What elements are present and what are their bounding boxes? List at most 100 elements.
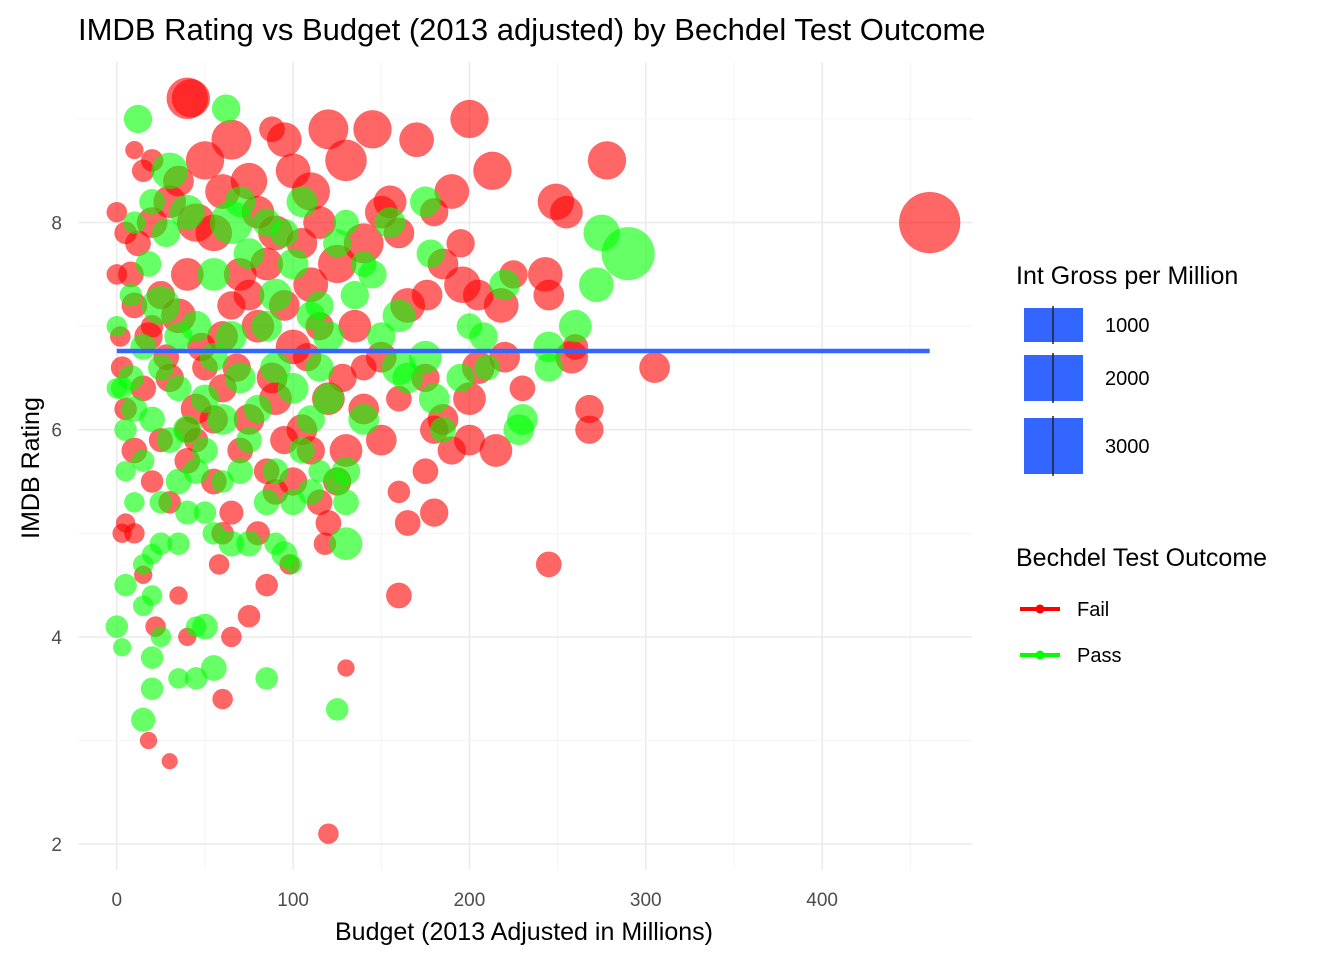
chart-title: IMDB Rating vs Budget (2013 adjusted) by… — [78, 12, 986, 47]
data-point-fail — [446, 229, 475, 258]
data-point-pass — [192, 437, 218, 464]
data-point-pass — [139, 188, 166, 215]
x-tick-label: 0 — [112, 890, 123, 911]
data-point-pass — [175, 500, 200, 525]
pass-points — [105, 94, 655, 732]
data-point-pass — [141, 286, 181, 325]
data-point-pass — [583, 214, 621, 252]
data-point-pass — [131, 449, 155, 473]
data-point-fail — [219, 500, 244, 525]
color-legend: Bechdel Test Outcome Fail Pass — [1016, 544, 1267, 667]
color-legend-title: Bechdel Test Outcome — [1016, 544, 1267, 572]
data-point-pass — [262, 458, 289, 485]
data-point-fail — [387, 480, 411, 504]
data-point-fail — [112, 523, 132, 544]
data-point-fail — [385, 582, 412, 609]
data-point-fail — [221, 626, 242, 648]
data-point-pass — [123, 211, 146, 234]
color-legend-label: Pass — [1077, 645, 1121, 667]
data-point-pass — [308, 459, 331, 483]
data-point-pass — [430, 416, 456, 443]
data-point-pass — [288, 437, 315, 464]
data-point-pass — [489, 269, 521, 301]
data-point-pass — [312, 321, 344, 352]
data-point-pass — [140, 677, 164, 701]
data-point-pass — [192, 613, 218, 640]
data-point-pass — [215, 321, 247, 352]
data-point-pass — [277, 372, 309, 404]
size-legend-label: 3000 — [1105, 436, 1150, 458]
color-legend-dot — [1035, 650, 1045, 660]
data-point-fail — [171, 79, 211, 118]
data-point-pass — [224, 186, 256, 218]
data-point-fail — [308, 109, 349, 150]
data-point-fail — [898, 191, 961, 254]
data-point-pass — [325, 698, 349, 721]
data-point-pass — [106, 377, 128, 399]
data-point-fail — [325, 139, 367, 182]
data-point-fail — [575, 415, 604, 444]
data-point-fail — [208, 554, 230, 575]
data-point-pass — [329, 527, 363, 561]
data-point-fail — [161, 753, 178, 770]
data-point-pass — [350, 251, 377, 277]
data-point-pass — [418, 383, 450, 415]
data-point-fail — [533, 279, 565, 311]
data-point-pass — [296, 405, 326, 434]
data-point-pass — [305, 353, 334, 382]
data-point-fail — [462, 279, 494, 311]
color-legend-label: Fail — [1077, 599, 1109, 621]
data-point-pass — [367, 322, 396, 351]
data-point-pass — [151, 218, 181, 248]
data-point-fail — [473, 151, 512, 191]
data-point-pass — [233, 238, 265, 270]
data-point-fail — [169, 586, 188, 605]
data-point-pass — [200, 655, 227, 681]
data-point-fail — [139, 731, 158, 750]
data-point-pass — [382, 299, 416, 333]
data-point-pass — [446, 363, 475, 393]
data-point-pass — [106, 315, 128, 337]
data-point-fail — [412, 458, 439, 485]
data-point-pass — [173, 415, 202, 444]
data-point-fail — [549, 195, 583, 229]
data-point-pass — [105, 615, 129, 638]
y-axis-title: IMDB Rating — [17, 397, 45, 539]
data-point-fail — [353, 110, 392, 149]
data-point-fail — [479, 434, 513, 467]
data-point-pass — [211, 94, 241, 123]
y-axis-ticks: 2 4 6 8 — [51, 214, 62, 857]
y-tick-label: 8 — [51, 214, 62, 235]
data-point-pass — [132, 554, 154, 575]
data-point-pass — [147, 354, 174, 381]
data-point-pass — [165, 375, 192, 402]
color-legend-dot — [1035, 604, 1045, 614]
data-point-pass — [130, 333, 157, 360]
data-point-pass — [286, 186, 318, 218]
data-point-fail — [140, 470, 164, 493]
data-point-fail — [185, 141, 225, 180]
data-point-pass — [164, 322, 193, 351]
y-tick-label: 2 — [51, 835, 62, 856]
data-point-pass — [227, 458, 254, 485]
data-point-pass — [392, 362, 424, 394]
data-point-pass — [131, 707, 156, 732]
data-point-pass — [333, 489, 359, 516]
data-point-pass — [135, 251, 162, 277]
data-point-fail — [125, 140, 144, 160]
size-legend: Int Gross per Million 1000 2000 3000 — [1016, 262, 1238, 476]
data-point-pass — [305, 291, 334, 320]
data-point-pass — [114, 573, 137, 597]
data-point-pass — [202, 521, 226, 545]
data-point-pass — [255, 667, 279, 690]
data-point-fail — [237, 604, 261, 628]
data-point-pass — [150, 626, 172, 648]
x-axis-ticks: 0 100 200 300 400 — [112, 890, 838, 911]
y-tick-label: 4 — [51, 628, 62, 649]
data-point-fail — [106, 264, 128, 285]
data-point-fail — [259, 116, 285, 143]
data-point-fail — [350, 354, 377, 381]
data-point-pass — [114, 418, 137, 442]
data-point-pass — [243, 394, 273, 424]
